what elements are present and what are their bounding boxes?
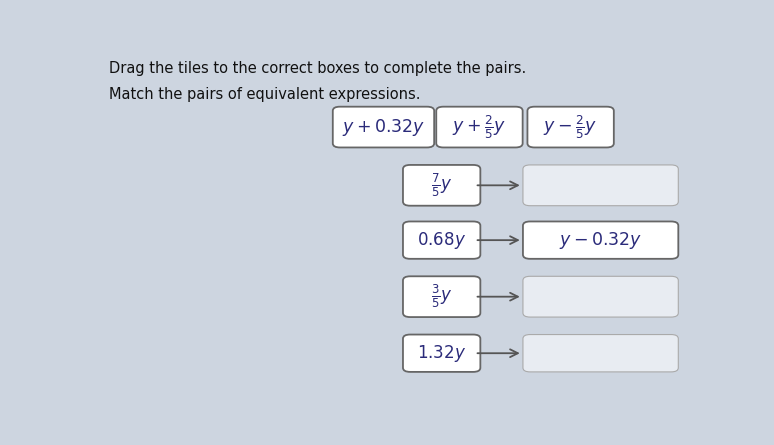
FancyBboxPatch shape	[403, 165, 481, 206]
Text: $0.68y$: $0.68y$	[417, 230, 466, 251]
Text: $y + 0.32y$: $y + 0.32y$	[342, 117, 425, 138]
Text: Drag the tiles to the correct boxes to complete the pairs.: Drag the tiles to the correct boxes to c…	[108, 61, 526, 77]
FancyBboxPatch shape	[523, 276, 678, 317]
FancyBboxPatch shape	[523, 165, 678, 206]
FancyBboxPatch shape	[437, 107, 522, 147]
FancyBboxPatch shape	[527, 107, 614, 147]
Text: $\frac{3}{5}y$: $\frac{3}{5}y$	[431, 283, 453, 310]
Text: Match the pairs of equivalent expressions.: Match the pairs of equivalent expression…	[108, 87, 420, 102]
FancyBboxPatch shape	[523, 335, 678, 372]
FancyBboxPatch shape	[403, 335, 481, 372]
FancyBboxPatch shape	[403, 276, 481, 317]
Text: $1.32y$: $1.32y$	[417, 343, 466, 364]
FancyBboxPatch shape	[403, 222, 481, 259]
FancyBboxPatch shape	[523, 222, 678, 259]
FancyBboxPatch shape	[333, 107, 434, 147]
Text: $y - 0.32y$: $y - 0.32y$	[559, 230, 642, 251]
Text: $y - \frac{2}{5}y$: $y - \frac{2}{5}y$	[543, 113, 598, 141]
Text: $y + \frac{2}{5}y$: $y + \frac{2}{5}y$	[452, 113, 507, 141]
Text: $\frac{7}{5}y$: $\frac{7}{5}y$	[431, 172, 453, 199]
